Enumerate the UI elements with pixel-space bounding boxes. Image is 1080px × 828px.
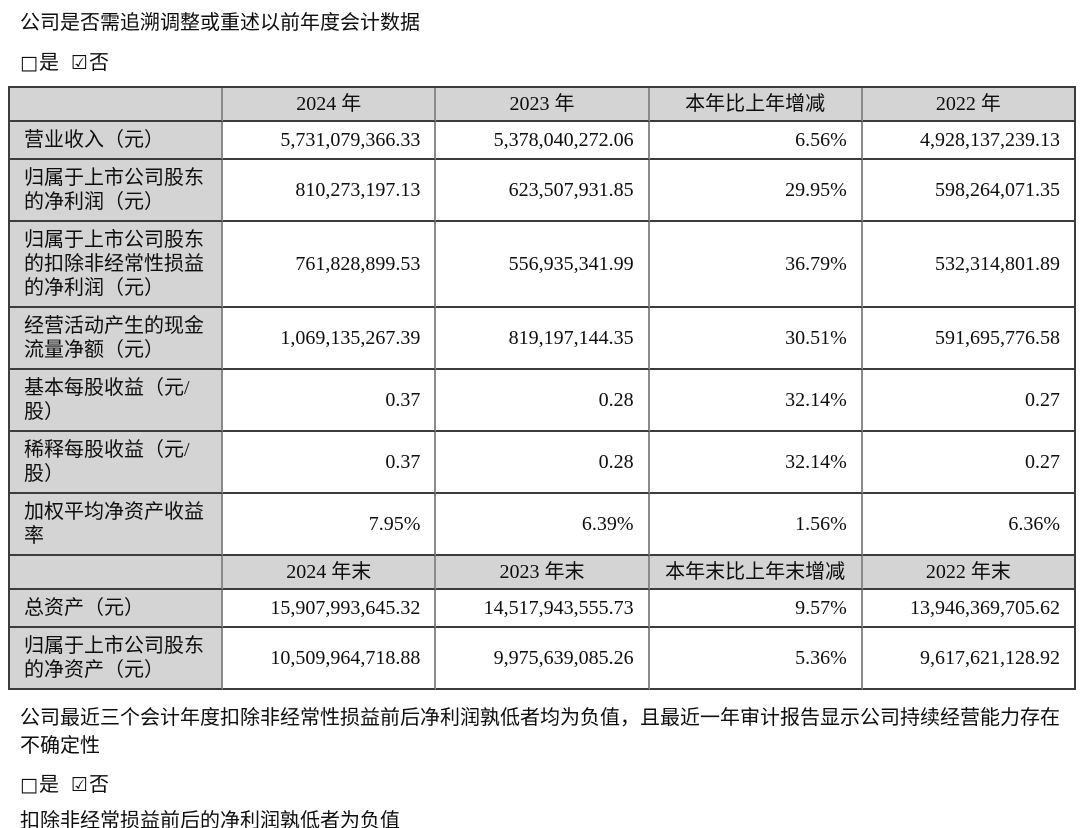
- value-2022: 591,695,776.58: [862, 308, 1076, 370]
- value-2022: 532,314,801.89: [862, 222, 1076, 308]
- col-header-2022-end: 2022 年末: [862, 556, 1076, 590]
- no-option: ☑否: [71, 774, 109, 796]
- value-change: 30.51%: [649, 308, 863, 370]
- value-2023: 14,517,943,555.73: [436, 590, 650, 628]
- checked-checkbox-icon: ☑: [70, 52, 88, 74]
- col-header-2022: 2022 年: [862, 88, 1076, 122]
- row-label: 营业收入（元）: [10, 122, 224, 160]
- value-change: 6.56%: [649, 122, 863, 160]
- table-row-total-assets: 总资产（元） 15,907,993,645.32 14,517,943,555.…: [10, 590, 1076, 628]
- yes-label: 是: [38, 774, 59, 796]
- going-concern-note: 公司最近三个会计年度扣除非经常性损益前后净利润孰低者均为负值，且最近一年审计报告…: [20, 707, 1060, 757]
- no-option: ☑否: [71, 52, 109, 74]
- row-label: 基本每股收益（元/股）: [10, 370, 224, 432]
- col-header-2023-end: 2023 年末: [436, 556, 650, 590]
- value-2023: 556,935,341.99: [436, 222, 650, 308]
- value-2022: 9,617,621,128.92: [862, 628, 1076, 690]
- table-row-net-profit: 归属于上市公司股东的净利润（元） 810,273,197.13 623,507,…: [10, 160, 1076, 222]
- financial-summary-table: 2024 年 2023 年 本年比上年增减 2022 年 营业收入（元） 5,7…: [8, 86, 1076, 690]
- col-header-2023: 2023 年: [436, 88, 650, 122]
- value-2024: 761,828,899.53: [223, 222, 437, 308]
- table-row-revenue: 营业收入（元） 5,731,079,366.33 5,378,040,272.0…: [10, 122, 1076, 160]
- col-header-yoy-change: 本年比上年增减: [649, 88, 863, 122]
- value-2023: 0.28: [436, 432, 650, 494]
- value-change: 29.95%: [649, 160, 863, 222]
- restatement-answer: □是 ☑否: [20, 50, 1074, 76]
- value-change: 32.14%: [649, 432, 863, 494]
- yes-option: □是: [20, 774, 59, 796]
- negative-profit-note: 扣除非经常损益前后的净利润孰低者为负值: [20, 810, 400, 828]
- value-2024: 1,069,135,267.39: [223, 308, 437, 370]
- row-label: 加权平均净资产收益率: [10, 494, 224, 556]
- value-change: 32.14%: [649, 370, 863, 432]
- value-2022: 0.27: [862, 370, 1076, 432]
- value-2024: 10,509,964,718.88: [223, 628, 437, 690]
- value-2023: 9,975,639,085.26: [436, 628, 650, 690]
- value-2022: 0.27: [862, 432, 1076, 494]
- row-label: 稀释每股收益（元/股）: [10, 432, 224, 494]
- value-2024: 0.37: [223, 370, 437, 432]
- value-change: 9.57%: [649, 590, 863, 628]
- table-row-net-profit-excl-nonrecurring: 归属于上市公司股东的扣除非经常性损益的净利润（元） 761,828,899.53…: [10, 222, 1076, 308]
- value-2022: 4,928,137,239.13: [862, 122, 1076, 160]
- value-2024: 7.95%: [223, 494, 437, 556]
- year-end-header-row: 2024 年末 2023 年末 本年末比上年末增减 2022 年末: [10, 556, 1076, 590]
- yes-option: □是: [20, 52, 59, 74]
- value-2023: 819,197,144.35: [436, 308, 650, 370]
- checked-checkbox-icon: ☑: [70, 774, 88, 796]
- value-2022: 598,264,071.35: [862, 160, 1076, 222]
- value-2024: 810,273,197.13: [223, 160, 437, 222]
- value-2024: 15,907,993,645.32: [223, 590, 437, 628]
- unchecked-checkbox-icon: □: [20, 52, 38, 74]
- no-label: 否: [89, 52, 109, 74]
- value-2024: 0.37: [223, 432, 437, 494]
- col-header-2024: 2024 年: [223, 88, 437, 122]
- value-2022: 13,946,369,705.62: [862, 590, 1076, 628]
- row-label: 归属于上市公司股东的净利润（元）: [10, 160, 224, 222]
- row-label: 总资产（元）: [10, 590, 224, 628]
- value-2023: 623,507,931.85: [436, 160, 650, 222]
- value-2023: 0.28: [436, 370, 650, 432]
- table-row-diluted-eps: 稀释每股收益（元/股） 0.37 0.28 32.14% 0.27: [10, 432, 1076, 494]
- row-label: 归属于上市公司股东的净资产（元）: [10, 628, 224, 690]
- value-change: 1.56%: [649, 494, 863, 556]
- no-label: 否: [89, 774, 109, 796]
- table-row-net-assets: 归属于上市公司股东的净资产（元） 10,509,964,718.88 9,975…: [10, 628, 1076, 690]
- table-row-operating-cash-flow: 经营活动产生的现金流量净额（元） 1,069,135,267.39 819,19…: [10, 308, 1076, 370]
- restatement-question: 公司是否需追溯调整或重述以前年度会计数据: [20, 12, 420, 34]
- row-label: 经营活动产生的现金流量净额（元）: [10, 308, 224, 370]
- col-header-yearend-change: 本年末比上年末增减: [649, 556, 863, 590]
- table-row-basic-eps: 基本每股收益（元/股） 0.37 0.28 32.14% 0.27: [10, 370, 1076, 432]
- value-change: 5.36%: [649, 628, 863, 690]
- value-2022: 6.36%: [862, 494, 1076, 556]
- col-header-blank: [10, 556, 224, 590]
- value-2024: 5,731,079,366.33: [223, 122, 437, 160]
- unchecked-checkbox-icon: □: [20, 774, 38, 796]
- col-header-2024-end: 2024 年末: [223, 556, 437, 590]
- table-row-weighted-roe: 加权平均净资产收益率 7.95% 6.39% 1.56% 6.36%: [10, 494, 1076, 556]
- going-concern-answer: □是 ☑否: [20, 772, 1074, 798]
- year-header-row: 2024 年 2023 年 本年比上年增减 2022 年: [10, 88, 1076, 122]
- row-label: 归属于上市公司股东的扣除非经常性损益的净利润（元）: [10, 222, 224, 308]
- yes-label: 是: [38, 52, 59, 74]
- col-header-blank: [10, 88, 224, 122]
- value-2023: 5,378,040,272.06: [436, 122, 650, 160]
- value-2023: 6.39%: [436, 494, 650, 556]
- value-change: 36.79%: [649, 222, 863, 308]
